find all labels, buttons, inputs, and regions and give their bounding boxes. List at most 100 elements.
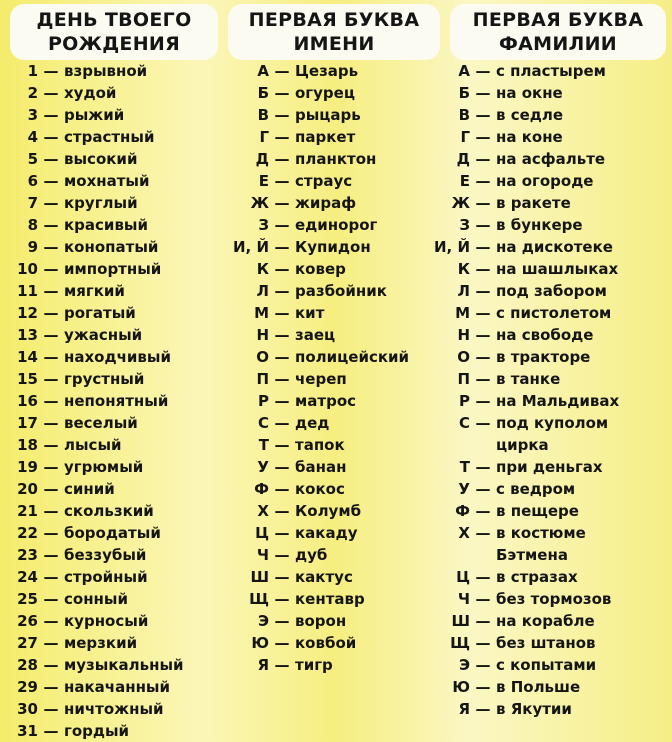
item-text: с копытами [496, 656, 597, 674]
list-item: Щ — кентавр [215, 588, 409, 610]
list-item: 21 — скользкий [8, 500, 184, 522]
item-key: Щ [450, 634, 470, 652]
list-item: М — с пистолетом [414, 302, 619, 324]
list-item: Ж — в ракете [414, 192, 619, 214]
item-text: с пластырем [496, 62, 606, 80]
dash: — [274, 194, 290, 212]
dash: — [43, 590, 59, 608]
item-key: 28 [17, 656, 38, 674]
item-text: рыжий [64, 106, 125, 124]
dash: — [43, 502, 59, 520]
header-line: ДЕНЬ ТВОЕГО [36, 9, 192, 31]
dash: — [43, 348, 59, 366]
dash: — [475, 194, 491, 212]
item-text: на дискотеке [496, 238, 613, 256]
list-item: 6 — мохнатый [8, 170, 184, 192]
list-item: 17 — веселый [8, 412, 184, 434]
item-text: страус [295, 172, 353, 190]
dash: — [43, 84, 59, 102]
dash: — [43, 260, 59, 278]
item-text: при деньгах [496, 458, 603, 476]
item-text: в ракете [496, 194, 571, 212]
dash: — [43, 238, 59, 256]
item-key: 9 [27, 238, 38, 256]
item-text: на коне [496, 128, 563, 146]
item-text: кокос [295, 480, 345, 498]
item-text: на корабле [496, 612, 595, 630]
item-key: А [257, 62, 269, 80]
dash: — [475, 348, 491, 366]
item-text: угрюмый [64, 458, 144, 476]
dash: — [274, 348, 290, 366]
header-line: РОЖДЕНИЯ [47, 33, 181, 55]
item-key: Х [458, 524, 470, 542]
item-key: 16 [17, 392, 38, 410]
dash: — [475, 414, 491, 432]
item-key: Г [259, 128, 269, 146]
item-key: Ч [256, 546, 269, 564]
dash: — [43, 546, 59, 564]
dash: — [475, 128, 491, 146]
dash: — [475, 216, 491, 234]
dash: — [43, 370, 59, 388]
list-item: 7 — круглый [8, 192, 184, 214]
item-key: 13 [17, 326, 38, 344]
dash: — [43, 722, 59, 740]
dash: — [43, 436, 59, 454]
list-item: Л — под забором [414, 280, 619, 302]
item-text: стройный [64, 568, 148, 586]
item-key: 25 [17, 590, 38, 608]
dash: — [43, 656, 59, 674]
item-key: 6 [27, 172, 38, 190]
list-item: Л — разбойник [215, 280, 409, 302]
dash: — [475, 656, 491, 674]
list-item: 5 — высокий [8, 148, 184, 170]
list-item: Ц — какаду [215, 522, 409, 544]
item-text: огурец [295, 84, 355, 102]
item-text: в Польше [496, 678, 581, 696]
item-key: 18 [17, 436, 38, 454]
list-item: Ф — в пещере [414, 500, 619, 522]
dash: — [274, 238, 290, 256]
item-text: Колумб [295, 502, 362, 520]
list-item: Б — на окне [414, 82, 619, 104]
item-text: мохнатый [64, 172, 150, 190]
list-item: И, Й — Купидон [215, 236, 409, 258]
dash: — [475, 480, 491, 498]
item-text: в пещере [496, 502, 579, 520]
item-text: ковбой [295, 634, 357, 652]
item-key: 31 [17, 722, 38, 740]
dash: — [274, 106, 290, 124]
item-text: в бункере [496, 216, 583, 234]
item-text: находчивый [64, 348, 171, 366]
list-item: 10 — импортный [8, 258, 184, 280]
list-item: О — в тракторе [414, 346, 619, 368]
dash: — [475, 238, 491, 256]
dash: — [274, 656, 290, 674]
item-text: паркет [295, 128, 356, 146]
list-item: Х — Колумб [215, 500, 409, 522]
dash: — [43, 568, 59, 586]
item-key: 2 [27, 84, 38, 102]
item-key: 14 [17, 348, 38, 366]
item-text: импортный [64, 260, 162, 278]
item-text: круглый [64, 194, 138, 212]
item-text: в тракторе [496, 348, 591, 366]
list-item: 29 — накачанный [8, 676, 184, 698]
item-key: Б [458, 84, 470, 102]
item-text: Цезарь [295, 62, 359, 80]
item-text: полицейский [295, 348, 410, 366]
dash: — [274, 590, 290, 608]
item-text: жираф [295, 194, 357, 212]
list-item: А — Цезарь [215, 60, 409, 82]
item-text: веселый [64, 414, 138, 432]
item-key: Э [257, 612, 269, 630]
dash: — [475, 612, 491, 630]
item-text: накачанный [64, 678, 171, 696]
item-text: гордый [64, 722, 130, 740]
dash: — [274, 84, 290, 102]
item-key: 10 [17, 260, 38, 278]
list-item: 20 — синий [8, 478, 184, 500]
header-last-name: ПЕРВАЯ БУКВА ФАМИЛИИ [450, 4, 666, 60]
item-key: 21 [17, 502, 38, 520]
